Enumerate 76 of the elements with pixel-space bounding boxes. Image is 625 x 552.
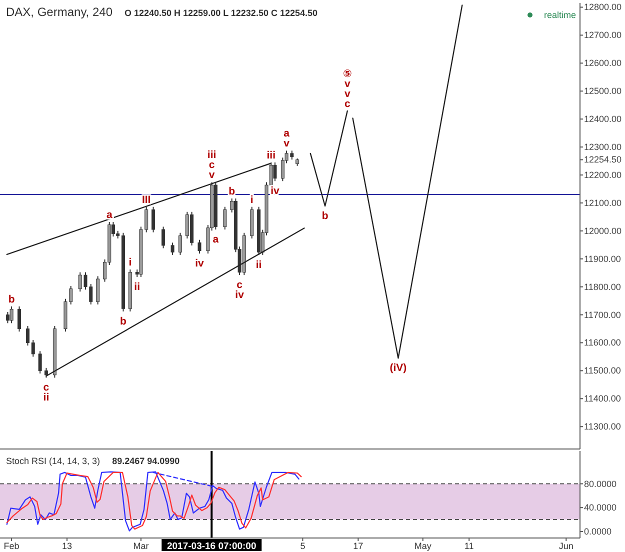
x-tick-label: May [414,541,432,551]
annotation: iv [270,185,280,198]
ref-line-label: 2017-03-16 07:00:00 [166,541,256,552]
y-tick-label: 12100.00 [584,198,622,208]
annotation: v [284,138,290,150]
annotation: ii [43,392,50,404]
candlestick [223,206,227,230]
y-tick-label: 12600.00 [584,58,622,68]
candlestick [152,206,156,233]
annotation: b [120,315,126,328]
candlestick [162,226,166,249]
annotation: a [212,233,219,246]
candlestick [10,306,14,324]
x-tick-label: 13 [62,541,72,551]
candlestick [96,276,100,305]
annotation: (iV) [390,362,407,374]
annotation: c [236,279,243,292]
x-tick-label: 11 [464,541,474,551]
y-tick-label: 11500.00 [584,366,621,376]
annotation: i [250,194,254,206]
annotation: III [142,194,151,206]
annotation: b [322,210,328,222]
candlestick [198,239,202,254]
annotation: ii [134,281,140,294]
candlestick [170,242,174,256]
x-tick-label: Mar [133,541,149,551]
annotation: i [128,256,132,268]
y-tick-label: 11900.00 [584,254,621,264]
annotation: a [284,128,290,140]
text: Stoch RSI (14, 14, 3, 3) [6,456,100,466]
y-tick-label: 12254.50 [584,154,622,165]
annotation: iii [266,149,276,162]
candlestick [26,325,30,346]
annotation: v [208,169,215,182]
candlestick [273,162,277,182]
candlestick [18,306,22,332]
candlestick [31,339,35,358]
candlestick [178,232,182,256]
x-tick-label: Feb [4,541,20,551]
candlestick [6,311,10,324]
annotation: v [344,78,350,90]
annotation: iv [235,289,244,302]
x-tick-label: 17 [353,541,364,551]
annotation: iii [207,149,216,162]
y-tick-label: 11400.00 [584,394,621,404]
y-tick-label: 11300.00 [584,422,621,432]
y-tick-label: 80.0000 [584,478,617,489]
y-tick-label: 40.0000 [584,502,617,513]
y-tick-label: 12800.00 [584,2,622,12]
annotation: c [43,382,50,394]
annotation: realtime [544,10,576,20]
annotation: v [344,88,350,100]
annotation: c [344,98,350,110]
y-tick-label: 12700.00 [584,30,622,40]
annotation: ii [256,258,262,271]
y-tick-label: 11600.00 [584,338,621,348]
annotation: c [208,159,215,172]
annotation: a [106,208,112,221]
text: O 12240.50 H 12259.00 L 12232.50 C 12254.50 [124,8,318,18]
annotation: ⑤ [342,68,352,80]
candlestick [44,367,48,378]
y-tick-label: 12400.00 [584,114,622,124]
x-tick-label: Jun [558,541,574,551]
text: 89.2467 94.0990 [112,456,180,466]
y-tick-label: 11800.00 [584,282,621,292]
y-tick-label: 12200.00 [584,170,622,180]
x-tick-label: 5 [300,541,306,551]
y-tick-label: 12000.00 [584,226,622,236]
annotation: iv [195,258,204,270]
chart-title: DAX, Germany, 240 [6,5,113,19]
annotation: b [8,293,15,306]
candlestick [38,350,42,374]
y-tick-label: 12500.00 [584,86,622,96]
y-tick-label: 12300.00 [584,142,622,152]
y-tick-label: 0.0000 [584,526,612,536]
y-tick-label: 11700.00 [584,310,621,320]
